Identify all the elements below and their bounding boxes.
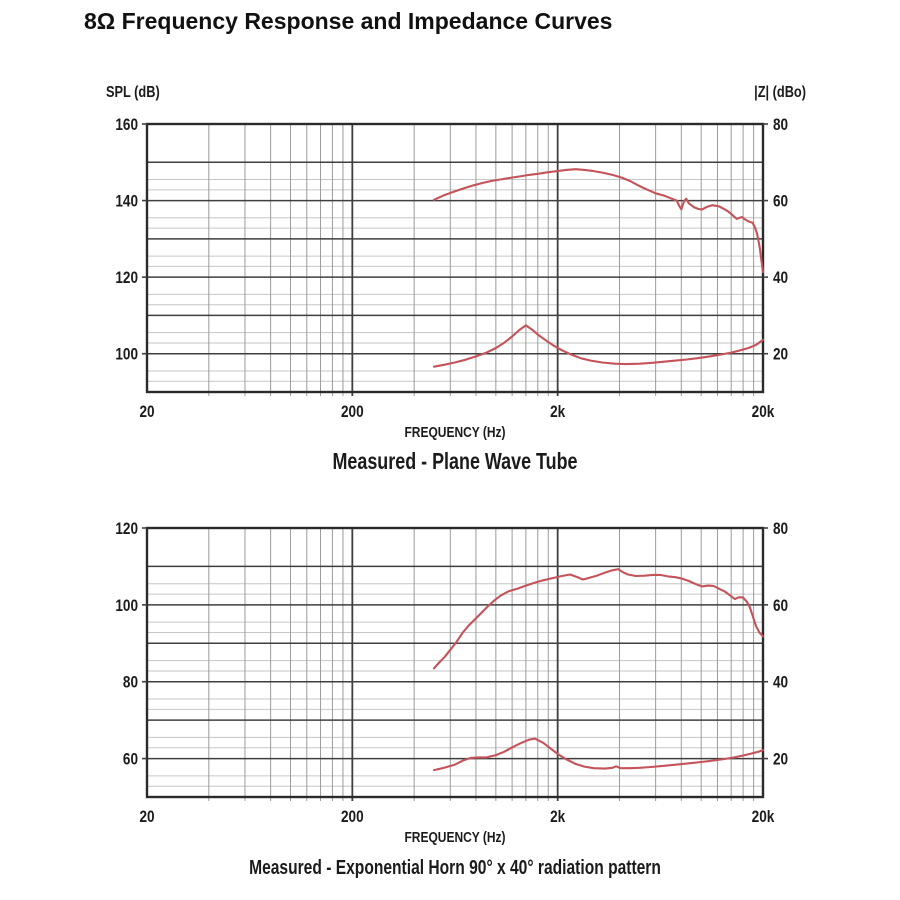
x-axis-tick-label: 200	[341, 403, 364, 422]
y-axis-left-tick-label: 100	[115, 345, 138, 364]
x-axis-title: FREQUENCY (Hz)	[404, 424, 505, 441]
x-axis-tick-label: 20	[139, 403, 154, 422]
y-axis-right-tick-label-text: 80	[773, 520, 788, 539]
y-axis-left-tick-label: 160	[115, 116, 138, 135]
y-axis-left-tick-label-text: 120	[115, 520, 138, 539]
x-axis-title-text: FREQUENCY (Hz)	[404, 424, 505, 441]
x-axis-tick-label: 2k	[550, 808, 566, 827]
y-axis-right-tick-label: 40	[773, 269, 788, 288]
x-axis-title-text: FREQUENCY (Hz)	[404, 829, 505, 846]
impedance-curve	[432, 324, 765, 368]
y-axis-right-tick-label: 60	[773, 192, 788, 211]
spl-curve	[432, 568, 765, 670]
x-axis-tick-label-text: 20	[139, 808, 154, 827]
x-axis-tick-label-text: 2k	[550, 808, 566, 827]
x-axis-tick-label-text: 200	[341, 403, 364, 422]
y-axis-title-left: SPL (dB)	[106, 84, 160, 102]
plot-border	[145, 526, 765, 799]
x-axis-tick-label: 20	[139, 808, 154, 827]
y-axis-title-left-text: SPL (dB)	[106, 84, 160, 102]
x-axis-tick-label-text: 20	[139, 403, 154, 422]
x-axis-tick-label-text: 2k	[550, 403, 566, 422]
y-axis-right-tick-label: 20	[773, 750, 788, 769]
x-axis-tick-label-text: 20k	[752, 808, 775, 827]
y-axis-left-tick-label-text: 140	[115, 192, 138, 211]
y-axis-left-tick-label-text: 160	[115, 116, 138, 135]
y-axis-right-tick-label: 40	[773, 673, 788, 692]
y-axis-right-tick-label-text: 60	[773, 597, 788, 616]
spl-curve	[432, 168, 765, 274]
y-axis-left-tick-label: 120	[115, 269, 138, 288]
page-title: 8Ω Frequency Response and Impedance Curv…	[84, 8, 613, 34]
y-axis-title-right: |Z| (dBo)	[754, 84, 806, 102]
x-axis-tick-label: 20k	[752, 403, 775, 422]
y-axis-right-tick-label: 20	[773, 345, 788, 364]
x-axis-tick-label-text: 20k	[752, 403, 775, 422]
x-axis-tick-label: 20k	[752, 808, 775, 827]
y-axis-right-tick-label-text: 60	[773, 192, 788, 211]
y-axis-left-tick-label: 140	[115, 192, 138, 211]
x-axis-tick-label-text: 200	[341, 808, 364, 827]
plot-border	[145, 122, 765, 394]
y-axis-left-tick-label-text: 100	[115, 597, 138, 616]
x-axis-tick-label: 200	[341, 808, 364, 827]
y-axis-title-right-text: |Z| (dBo)	[754, 84, 806, 102]
chart-caption-text: Measured - Exponential Horn 90° x 40° ra…	[249, 856, 661, 878]
y-axis-left-tick-label: 100	[115, 597, 138, 616]
y-axis-left-tick-label-text: 60	[123, 750, 138, 769]
chart-caption-text: Measured - Plane Wave Tube	[332, 449, 577, 475]
y-axis-right-tick-label-text: 20	[773, 750, 788, 769]
y-axis-left-tick-label: 120	[115, 520, 138, 539]
y-axis-left-tick-label-text: 120	[115, 269, 138, 288]
chart-caption: Measured - Exponential Horn 90° x 40° ra…	[249, 856, 661, 878]
x-axis-tick-label: 2k	[550, 403, 566, 422]
chart-caption: Measured - Plane Wave Tube	[332, 449, 577, 475]
y-axis-right-tick-label: 80	[773, 520, 788, 539]
y-axis-right-tick-label-text: 20	[773, 345, 788, 364]
impedance-curve	[432, 737, 765, 772]
y-axis-right-tick-label-text: 80	[773, 116, 788, 135]
y-axis-left-tick-label: 80	[123, 673, 138, 692]
y-axis-left-tick-label-text: 100	[115, 345, 138, 364]
y-axis-right-tick-label-text: 40	[773, 673, 788, 692]
y-axis-right-tick-label-text: 40	[773, 269, 788, 288]
y-axis-left-tick-label: 60	[123, 750, 138, 769]
y-axis-right-tick-label: 80	[773, 116, 788, 135]
x-axis-title: FREQUENCY (Hz)	[404, 829, 505, 846]
y-axis-right-tick-label: 60	[773, 597, 788, 616]
y-axis-left-tick-label-text: 80	[123, 673, 138, 692]
